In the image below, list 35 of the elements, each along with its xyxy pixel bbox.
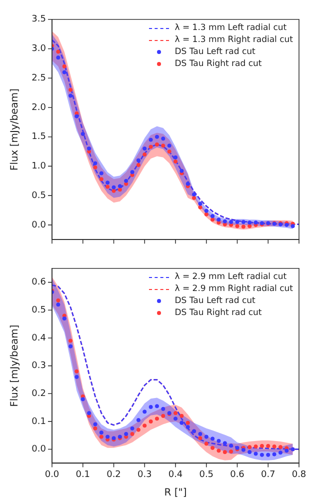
legend-label: DS Tau Right rad cut [174,58,262,70]
legend-label: λ = 1.3 mm Right radial cut [174,34,293,46]
y-axis-title: Flux [mJy/beam] [10,324,21,407]
x-tick-label: 0.3 [137,470,152,480]
y-tick-label: 2.0 [32,102,46,113]
y-tick-label: 0.5 [32,305,46,316]
y-tick-label: 0.0 [32,444,46,455]
legend-label: λ = 2.9 mm Right radial cut [174,283,293,295]
legend-label: DS Tau Left rad cut [174,295,256,307]
y-tick-label: 3.5 [32,14,46,25]
x-tick-label: 0.2 [106,470,121,480]
y-tick-label: 0.4 [32,333,46,344]
x-tick-label: 0.8 [292,470,306,480]
legend-label: λ = 2.9 mm Left radial cut [174,271,287,283]
y-tick-label: 1.0 [32,162,46,172]
y-tick-label: 0.6 [32,278,46,288]
x-tick-label: 0.5 [199,470,214,480]
x-tick-label: 0.7 [260,470,276,480]
x-tick-label: 0.6 [230,470,245,480]
y-tick-label: 0.3 [32,361,46,372]
legend-label: DS Tau Left rad cut [174,46,256,58]
legend-label: λ = 1.3 mm Left radial cut [174,22,287,34]
y-tick-label: 2.5 [32,73,46,84]
x-tick-label: 0.4 [168,470,183,480]
y-tick-label: 0.5 [32,190,46,201]
y-tick-label: 1.5 [32,132,46,142]
x-tick-label: 0.1 [76,470,90,480]
y-tick-label: 3.0 [32,44,46,54]
y-tick-label: 0.1 [32,416,46,427]
legend-label: DS Tau Right rad cut [174,307,262,319]
x-tick-label: 0.0 [44,470,60,480]
x-axis-title: R ["] [164,488,187,499]
y-axis-title: Flux [mJy/beam] [10,88,21,171]
y-tick-label: 0.2 [32,388,46,399]
y-tick-label: 0.0 [32,220,46,230]
